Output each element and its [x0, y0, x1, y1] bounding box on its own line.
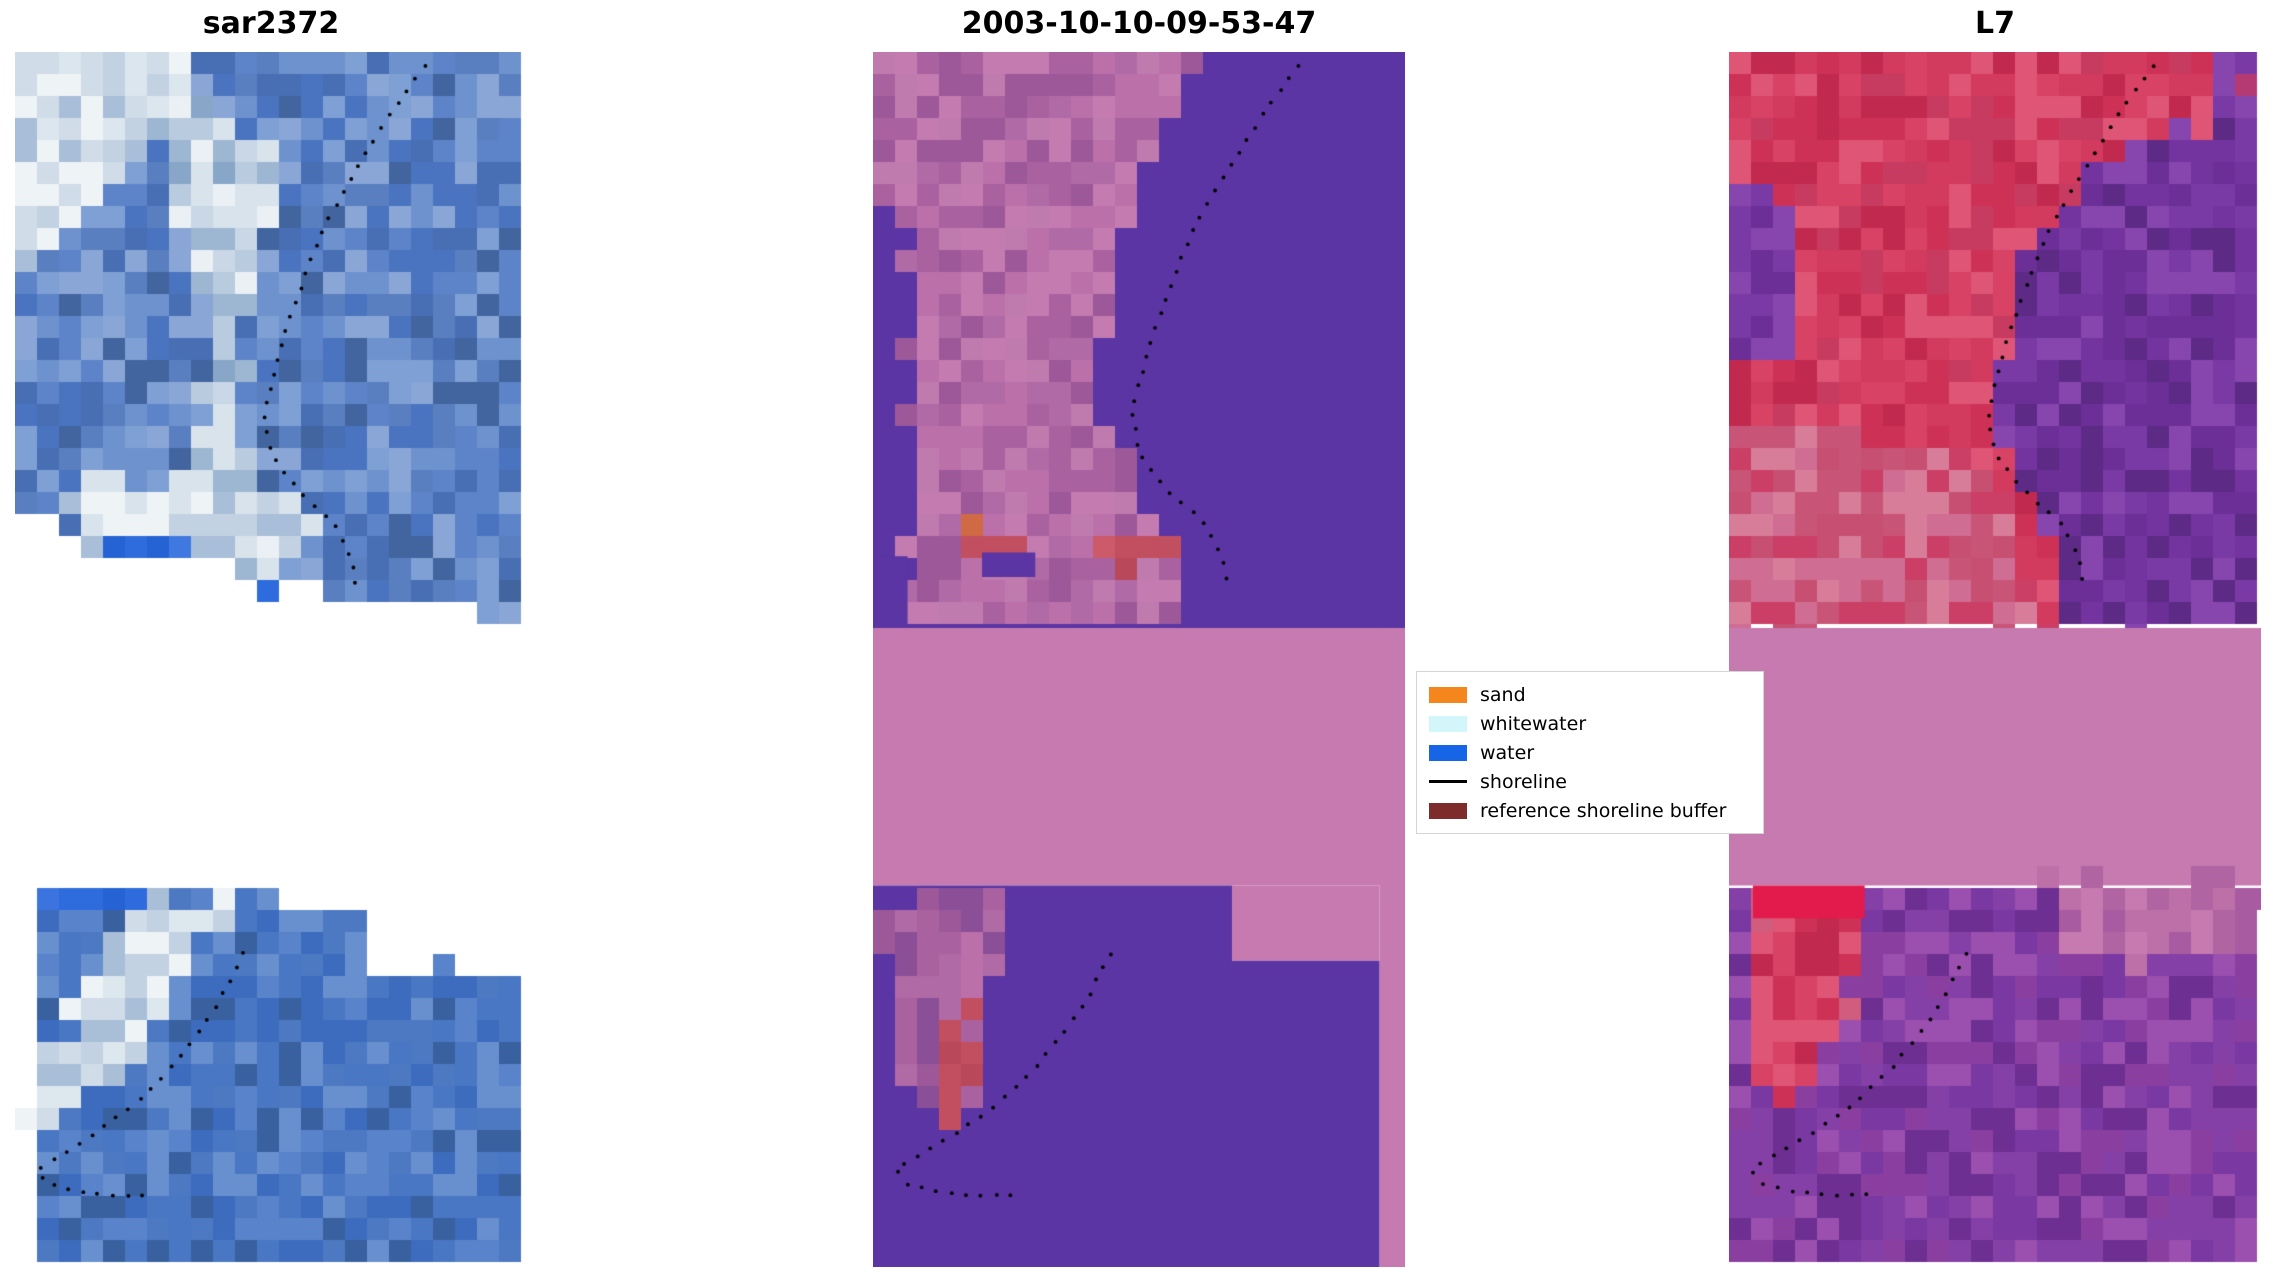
legend-item-whitewater: whitewater — [1429, 709, 1751, 738]
legend-label-water: water — [1480, 741, 1535, 764]
panel-image-l7 — [1729, 52, 2261, 1267]
panel-image-sar — [15, 52, 527, 1267]
panel-title-l7: L7 — [1975, 6, 2015, 41]
panel-title-classified: 2003-10-10-09-53-47 — [961, 6, 1317, 41]
panel-image-classified — [873, 52, 1405, 1267]
legend-swatch-sand — [1429, 686, 1467, 703]
legend-label-shoreline: shoreline — [1480, 770, 1567, 793]
legend-label-sand: sand — [1480, 683, 1526, 706]
legend-label-reference-shoreline-buffer: reference shoreline buffer — [1480, 799, 1727, 822]
legend-swatch-shoreline — [1429, 780, 1467, 783]
legend-item-sand: sand — [1429, 680, 1751, 709]
legend-item-shoreline: shoreline — [1429, 767, 1751, 796]
legend-item-reference-shoreline-buffer: reference shoreline buffer — [1429, 796, 1751, 825]
legend-item-water: water — [1429, 738, 1751, 767]
legend-swatch-reference-shoreline-buffer — [1429, 802, 1467, 819]
legend: sand whitewater water shoreline reference sh… — [1416, 671, 1764, 834]
panel-title-sar: sar2372 — [202, 6, 340, 41]
legend-swatch-whitewater — [1429, 715, 1467, 732]
legend-swatch-water — [1429, 744, 1467, 761]
legend-label-whitewater: whitewater — [1480, 712, 1587, 735]
